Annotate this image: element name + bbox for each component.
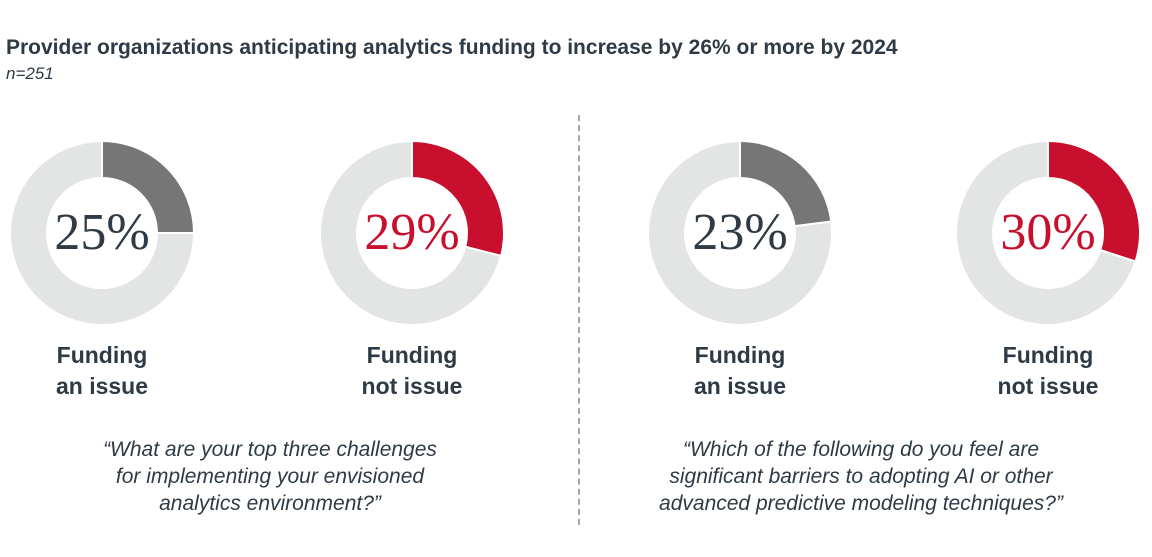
donut-slice-remainder — [647, 139, 833, 326]
donut-slice-remainder — [319, 139, 503, 326]
question-line: analytics environment?” — [159, 492, 381, 515]
donut-slice-remainder — [955, 139, 1137, 326]
donut-slice-value — [411, 139, 505, 258]
category-label-line: not issue — [997, 373, 1099, 399]
category-label-line: Funding — [1002, 342, 1094, 368]
question-right: “Which of the following do you feel are … — [626, 436, 1096, 517]
question-line: “Which of the following do you feel are — [682, 438, 1040, 461]
donut-value-label: 30% — [1000, 204, 1096, 261]
donut-chart — [955, 139, 1141, 326]
donut-category-label: Funding not issue — [312, 340, 512, 402]
category-label-line: Funding — [694, 342, 786, 368]
question-line: for implementing your envisioned — [115, 465, 425, 488]
donut-value-label: 23% — [692, 204, 788, 261]
donut-chart — [9, 139, 196, 326]
category-label-line: Funding — [366, 342, 458, 368]
donut-category-label: Funding an issue — [640, 340, 840, 402]
donut-slice-value — [739, 139, 833, 228]
category-label-line: not issue — [361, 373, 463, 399]
donut-chart — [647, 139, 833, 326]
category-label-line: an issue — [693, 373, 787, 399]
donut-chart — [319, 139, 505, 326]
question-line: advanced predictive modeling techniques?… — [659, 492, 1063, 515]
category-label-line: an issue — [55, 373, 149, 399]
donut-slice-value — [101, 139, 196, 234]
chart-title: Provider organizations anticipating anal… — [6, 36, 898, 59]
category-label-line: Funding — [56, 342, 148, 368]
question-left: “What are your top three challenges for … — [35, 436, 505, 517]
question-line: significant barriers to adopting AI or o… — [669, 465, 1053, 488]
section-divider — [578, 115, 580, 525]
donut-value-label: 25% — [54, 204, 150, 261]
question-line: “What are your top three challenges — [103, 438, 437, 461]
donut-slice-remainder — [9, 139, 196, 326]
donut-slice-value — [1047, 139, 1141, 263]
donut-category-label: Funding an issue — [2, 340, 202, 402]
donut-value-label: 29% — [364, 204, 460, 261]
sample-size: n=251 — [6, 64, 54, 83]
donut-category-label: Funding not issue — [948, 340, 1148, 402]
